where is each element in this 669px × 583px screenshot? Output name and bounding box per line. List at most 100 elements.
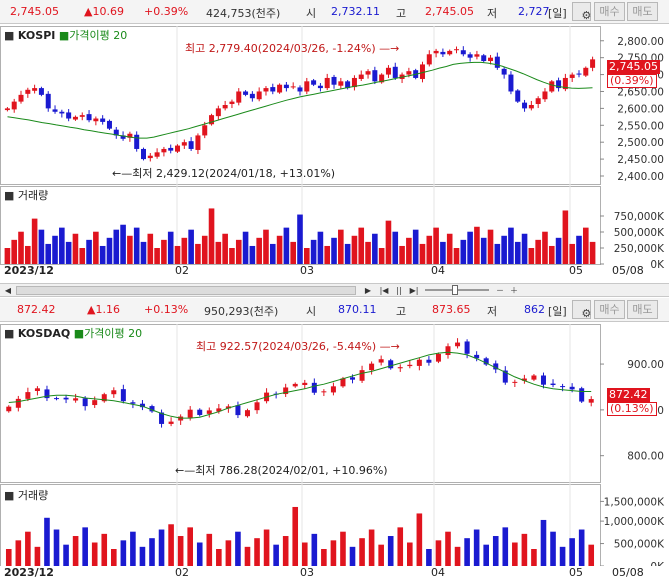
vol-tick-label: 0K	[650, 259, 665, 271]
first-icon[interactable]: |◀	[379, 286, 389, 295]
pause-icon[interactable]: ||	[396, 286, 402, 295]
candle-down	[52, 109, 58, 112]
volume-bar-up	[34, 546, 41, 566]
kosdaq-period[interactable]: [일]	[548, 305, 567, 318]
volume-bar-down	[426, 549, 432, 566]
kosdaq-buy-button[interactable]: 매수	[594, 300, 625, 319]
zoom-out-icon[interactable]: －	[496, 286, 504, 295]
volume-bar-up	[589, 241, 596, 264]
candle-up	[154, 152, 160, 157]
price-frame	[0, 26, 601, 185]
candle-up	[225, 406, 231, 409]
volume-bar-down	[387, 536, 394, 566]
candle-down	[249, 93, 255, 99]
volume-bar-down	[480, 237, 487, 264]
candle-up	[528, 105, 534, 109]
volume-bar-up	[416, 513, 423, 566]
kospi-buy-button[interactable]: 매수	[594, 2, 625, 21]
volume-bar-up	[338, 229, 344, 264]
volume-bar-up	[324, 245, 331, 264]
candle-down	[522, 102, 528, 109]
volume-bar-down	[467, 231, 473, 264]
kosdaq-volume: 950,293(천주)	[204, 305, 279, 318]
volume-bar-up	[235, 239, 242, 264]
volume-bar-down	[249, 245, 256, 264]
volume-bar-up	[548, 245, 555, 264]
y-tick-label: 2,400.00	[617, 171, 664, 183]
candle-down	[426, 359, 432, 363]
kosdaq-settings-button[interactable]: ⚙	[572, 300, 591, 320]
candle-up	[229, 101, 235, 104]
volume-bar-up	[187, 527, 193, 566]
volume-bar-up	[535, 239, 541, 264]
vol-tick-label: 250,000K	[614, 243, 665, 255]
kosdaq-low-label: 저	[487, 305, 498, 318]
volume-bar-down	[464, 538, 470, 566]
volume-bar-up	[290, 241, 296, 264]
x2-month-03: 03	[300, 566, 314, 579]
candle-up	[15, 398, 21, 408]
arrow-right-icon[interactable]: ▶	[364, 286, 372, 295]
volume-bar-down	[120, 224, 126, 264]
arrow-left-icon[interactable]: ◀	[4, 286, 12, 295]
candle-down	[460, 50, 466, 55]
x-month-02: 02	[175, 264, 189, 277]
candle-up	[222, 105, 228, 109]
volume-bar-up	[91, 542, 98, 566]
chart-scrollbar[interactable]: ◀ ▶ |◀ || ▶| － ＋	[0, 283, 669, 297]
volume-bar-up	[4, 248, 11, 264]
last-icon[interactable]: ▶|	[409, 286, 419, 295]
kospi-period[interactable]: [일]	[548, 7, 567, 20]
scrollbar-thumb[interactable]	[16, 286, 356, 295]
volume-bar-down	[149, 538, 155, 566]
volume-bar-down	[188, 229, 194, 264]
volume-bar-up	[582, 227, 589, 264]
candle-up	[254, 402, 260, 411]
candle-up	[127, 133, 133, 138]
zoom-in-icon[interactable]: ＋	[510, 286, 518, 295]
candle-down	[82, 398, 88, 407]
candle-down	[113, 129, 119, 136]
volume-bar-up	[31, 218, 38, 264]
candle-down	[140, 148, 146, 160]
zoom-slider-handle[interactable]	[452, 285, 458, 295]
candle-up	[32, 88, 38, 91]
kospi-sell-button[interactable]: 매도	[627, 2, 658, 21]
candle-up	[340, 378, 346, 387]
candle-down	[130, 402, 136, 404]
volume-frame	[0, 186, 601, 265]
candle-up	[236, 91, 242, 103]
candle-up	[447, 50, 453, 55]
candle-up	[406, 71, 412, 75]
volume-bar-down	[283, 227, 290, 264]
candle-up	[283, 387, 289, 395]
volume-bar-up	[487, 229, 494, 264]
kosdaq-last-pct-badge: (0.13%)	[607, 402, 657, 416]
volume-bar-down	[106, 237, 113, 264]
volume-bar-up	[72, 233, 79, 264]
volume-bar-up	[263, 529, 270, 566]
x2-start-label: 2023/12	[4, 566, 54, 579]
volume-bar-up	[358, 227, 365, 264]
candle-down	[372, 70, 378, 82]
volume-bar-down	[133, 227, 140, 264]
volume-bar-down	[317, 231, 324, 264]
candle-up	[206, 410, 212, 414]
kospi-high: 2,745.05	[425, 5, 474, 18]
kosdaq-title: KOSDAQ	[17, 327, 71, 340]
x2-month-04: 04	[431, 566, 445, 579]
candle-up	[365, 71, 371, 75]
volume-frame	[0, 484, 601, 566]
candle-down	[467, 54, 473, 58]
y-tick-label: 2,600.00	[617, 103, 664, 115]
volume-bar-down	[501, 235, 507, 264]
x-month-03: 03	[300, 264, 314, 277]
candle-up	[72, 116, 78, 120]
kosdaq-sell-button[interactable]: 매도	[627, 300, 658, 319]
kospi-settings-button[interactable]: ⚙	[572, 2, 591, 22]
candle-down	[120, 389, 126, 402]
kospi-volume-label: 거래량	[17, 189, 49, 202]
candle-up	[445, 346, 451, 356]
candle-down	[493, 363, 499, 370]
candle-down	[106, 120, 112, 129]
